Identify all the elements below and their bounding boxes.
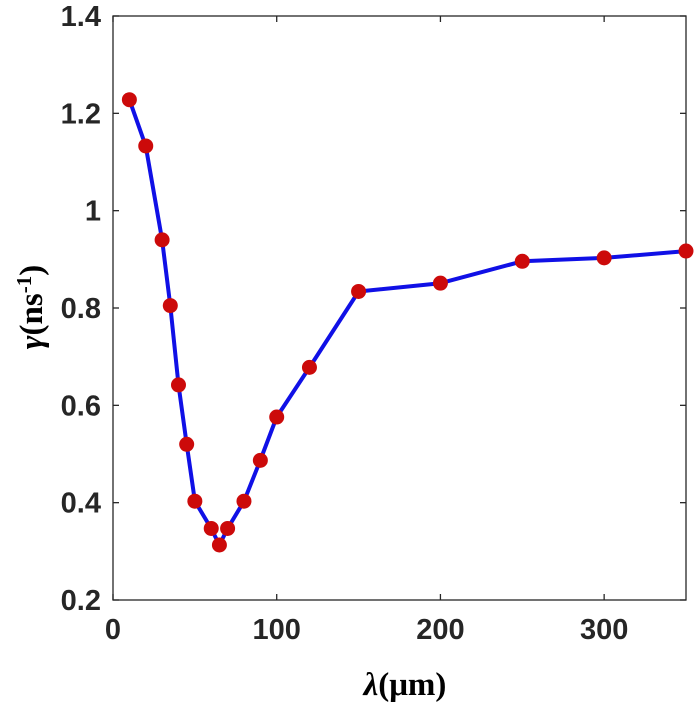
y-tick-label: 0.2 [61,585,101,617]
data-point [351,283,367,299]
data-point [301,359,317,375]
y-axis-label: γ(ns-1) [12,265,50,349]
plot-area [112,15,694,601]
axes-box [112,15,687,601]
data-point [170,377,186,393]
series-line [127,99,687,547]
data-point [203,520,219,536]
y-tick-label: 1 [85,196,101,228]
y-tick-label: 1.2 [61,98,101,130]
data-point [162,298,178,314]
x-tick-label: 200 [416,614,464,646]
y-tick-label: 0.8 [61,293,101,325]
data-point [514,253,530,269]
y-tick-label: 0.6 [61,390,101,422]
data-point [187,493,203,509]
y-tick-label: 0.4 [61,488,101,520]
data-point [138,138,154,154]
data-point [596,250,612,266]
data-point [211,537,227,553]
x-tick-label: 100 [253,614,301,646]
data-point [269,409,285,425]
data-point [220,520,236,536]
y-tick-label: 1.4 [61,1,101,33]
y-axis-ticks: 0.2 0.4 0.6 0.8 1 1.2 1.4 [61,1,686,617]
data-point [154,232,170,248]
data-point [121,92,137,108]
x-tick-label: 0 [105,614,121,646]
x-axis-label: λ(μm) [362,667,447,703]
data-point [432,275,448,291]
data-point [179,436,195,452]
x-axis-ticks: 0 100 200 300 [105,16,628,646]
data-point [678,243,694,259]
x-tick-label: 300 [580,614,628,646]
data-point [252,452,268,468]
data-point [236,493,252,509]
